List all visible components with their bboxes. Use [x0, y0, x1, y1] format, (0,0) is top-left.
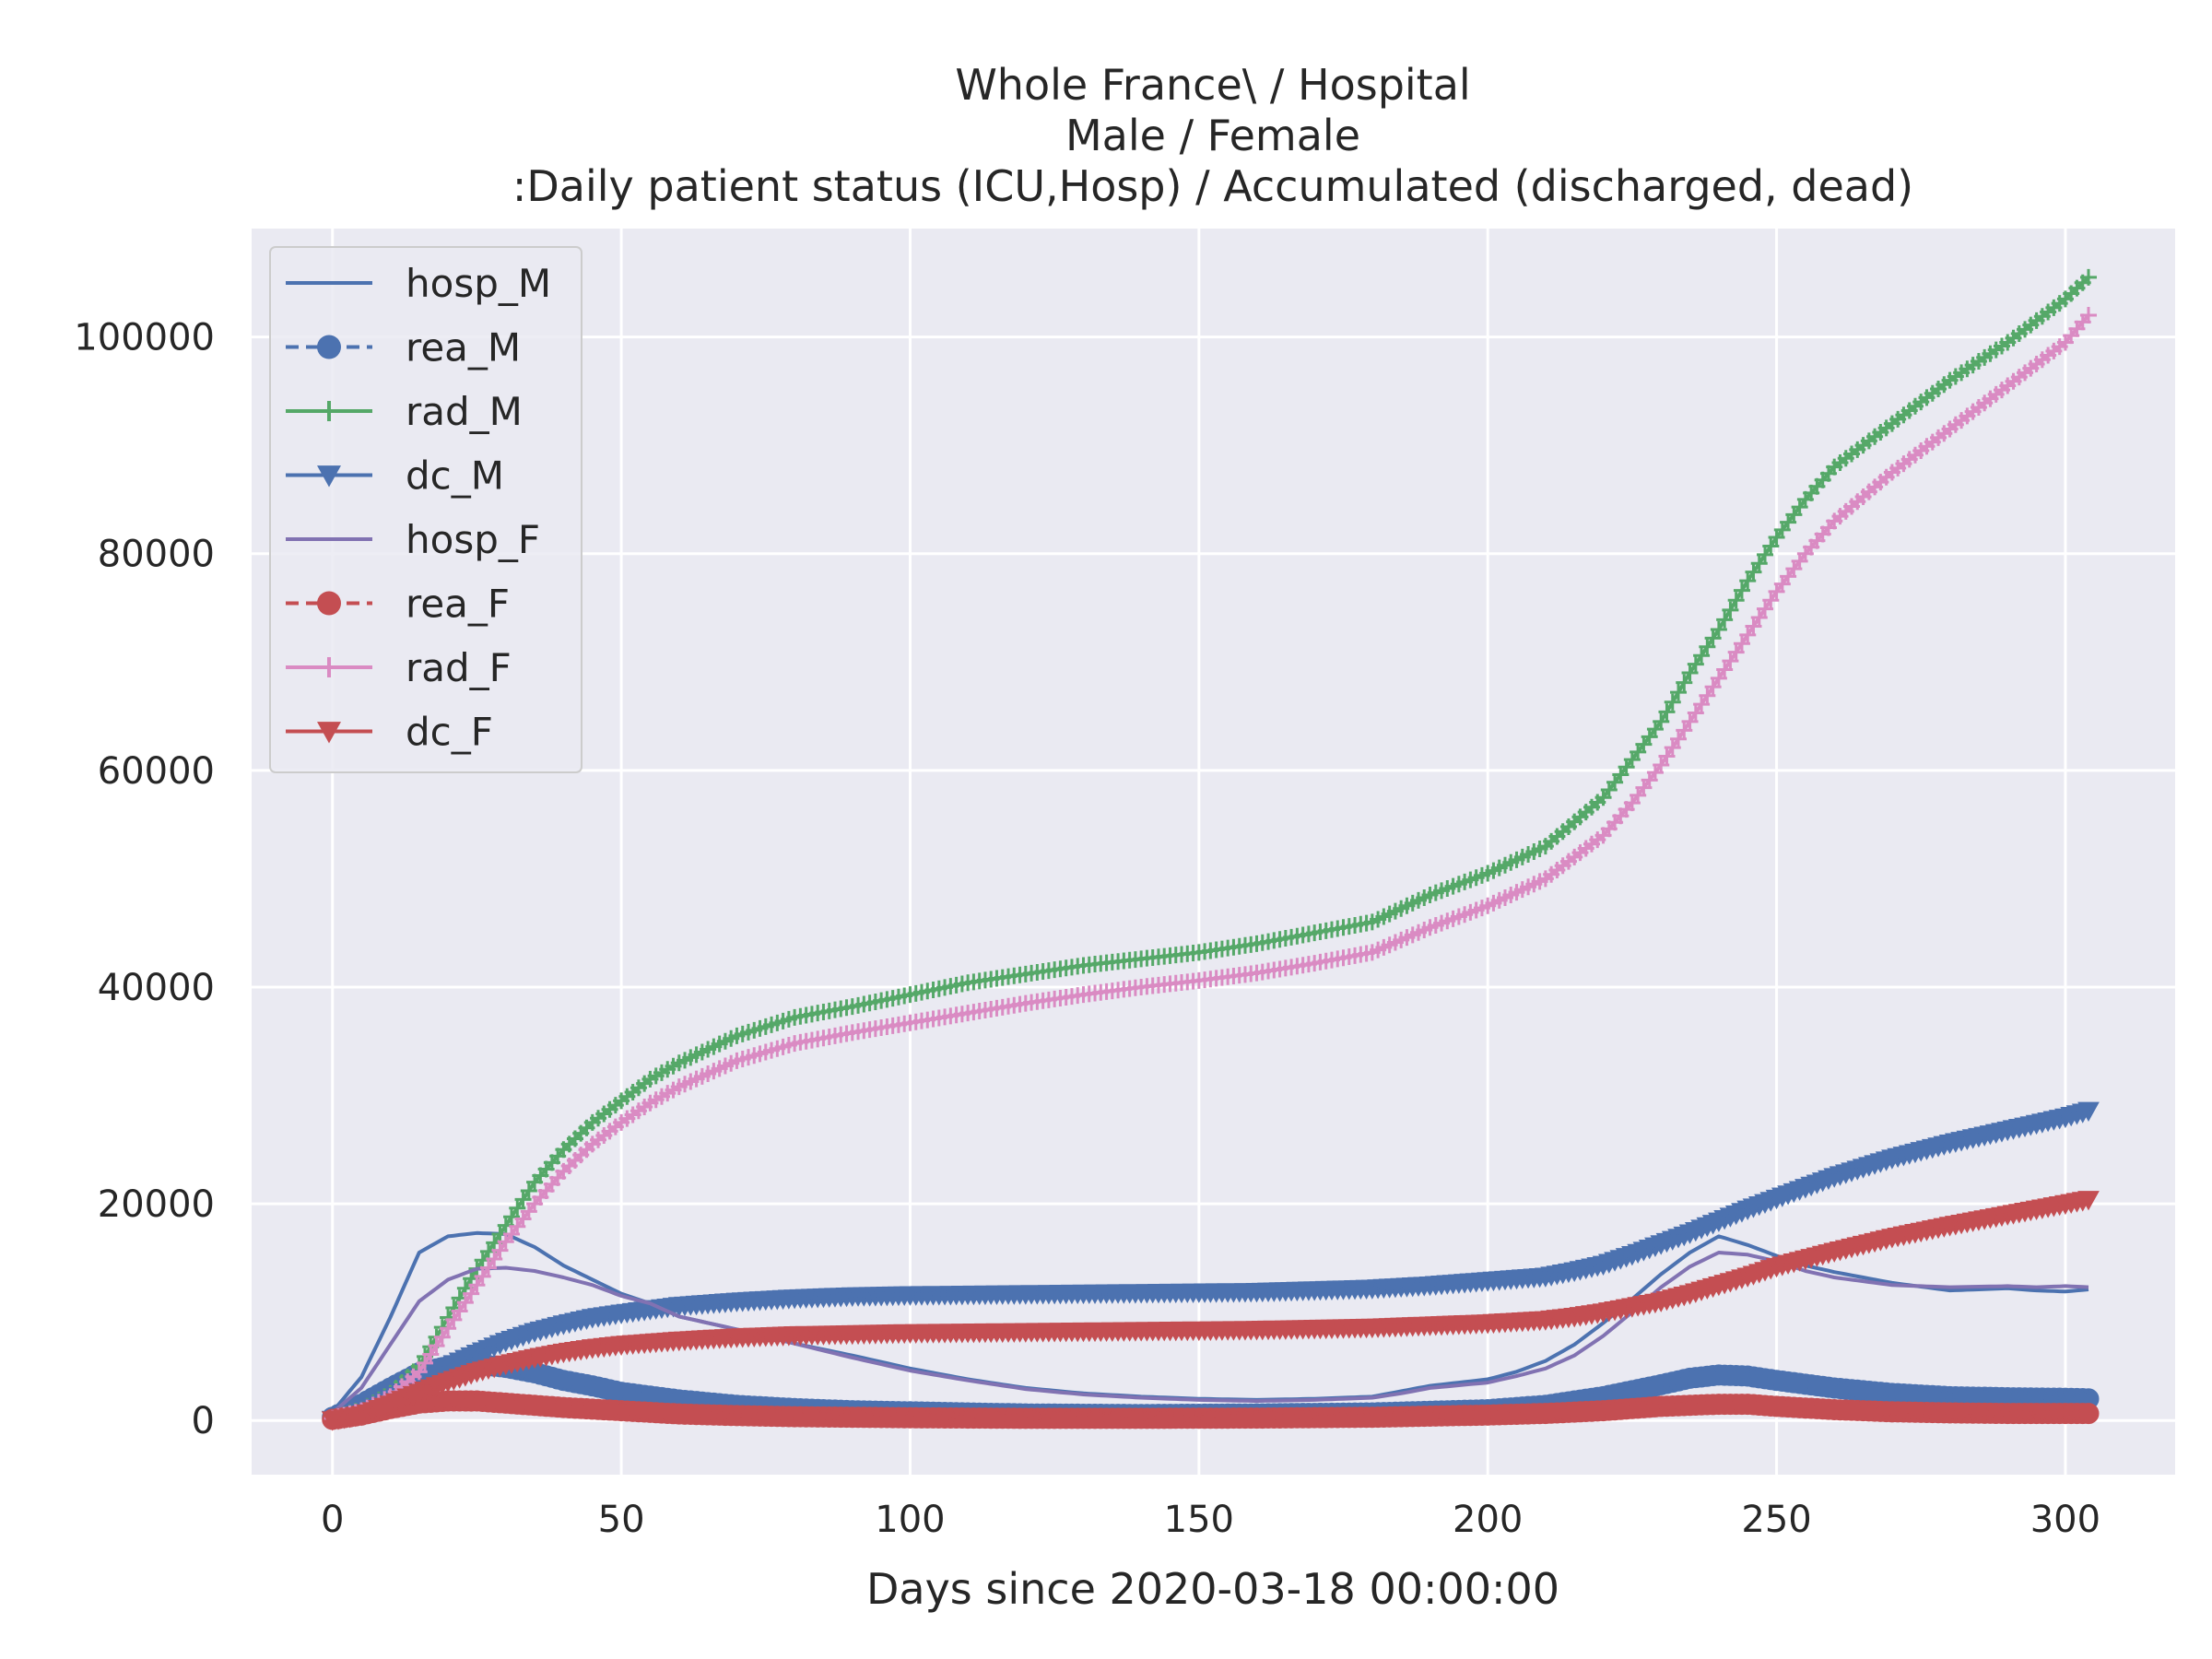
x-tick-label: 300: [2030, 1499, 2100, 1541]
legend-marker-rea_F: [317, 591, 341, 616]
y-tick-label: 0: [192, 1400, 215, 1442]
series-dc_F: [321, 1191, 2100, 1431]
legend-item-hosp_F: hosp_F: [286, 517, 540, 562]
legend-label-hosp_M: hosp_M: [406, 261, 551, 306]
y-tick-label: 100000: [74, 317, 215, 359]
x-axis-label: Days since 2020-03-18 00:00:00: [866, 1564, 1559, 1614]
legend-label-rad_F: rad_F: [406, 645, 512, 690]
title-line-2: Male / Female: [1065, 111, 1360, 160]
series-dc_M: [321, 1101, 2100, 1431]
chart-title: Whole France\ / Hospital Male / Female :…: [512, 60, 1913, 211]
legend-item-rea_F: rea_F: [286, 582, 510, 627]
legend-label-dc_M: dc_M: [406, 453, 504, 499]
series-rad_M: [324, 268, 2097, 1427]
legend-label-rea_M: rea_M: [406, 325, 521, 371]
y-tick-label: 80000: [98, 534, 215, 576]
legend-item-rad_M: rad_M: [286, 389, 523, 434]
legend-label-rad_M: rad_M: [406, 389, 523, 434]
legend-label-rea_F: rea_F: [406, 582, 510, 627]
y-tick-label: 60000: [98, 750, 215, 793]
x-tick-label: 0: [321, 1499, 344, 1541]
legend-item-dc_F: dc_F: [286, 710, 493, 755]
title-line-1: Whole France\ / Hospital: [955, 60, 1470, 110]
legend-label-hosp_F: hosp_F: [406, 517, 540, 562]
legend-item-dc_M: dc_M: [286, 453, 504, 499]
legend-item-rea_M: rea_M: [286, 325, 521, 371]
x-tick-label: 150: [1164, 1499, 1234, 1541]
x-tick-label: 50: [598, 1499, 645, 1541]
series-layer: [321, 268, 2100, 1431]
legend-marker-dc_F: [317, 722, 341, 744]
y-tick-label: 20000: [98, 1183, 215, 1226]
series-markers-dc_F: [321, 1191, 2100, 1431]
legend-marker-rad_M: [319, 401, 339, 421]
y-tick-label: 40000: [98, 967, 215, 1009]
legend-frame: [269, 246, 582, 773]
legend-item-hosp_M: hosp_M: [286, 261, 551, 306]
legend-marker-rad_F: [319, 657, 339, 677]
y-axis-ticks: 0 20000 40000 60000 80000 100000: [74, 317, 215, 1443]
legend-marker-dc_M: [317, 465, 341, 488]
legend: hosp_M rea_M rad_M dc_M hosp_F rea_F rad_F dc_F: [269, 246, 582, 773]
x-tick-label: 200: [1453, 1499, 1523, 1541]
x-tick-label: 100: [875, 1499, 945, 1541]
legend-item-rad_F: rad_F: [286, 645, 512, 690]
x-axis-ticks: 0 50 100 150 200 250 300: [321, 1499, 2100, 1541]
legend-marker-rea_M: [317, 335, 341, 359]
x-tick-label: 250: [1741, 1499, 1811, 1541]
legend-label-dc_F: dc_F: [406, 710, 493, 755]
title-line-3: :Daily patient status (ICU,Hosp) / Accum…: [512, 161, 1913, 211]
